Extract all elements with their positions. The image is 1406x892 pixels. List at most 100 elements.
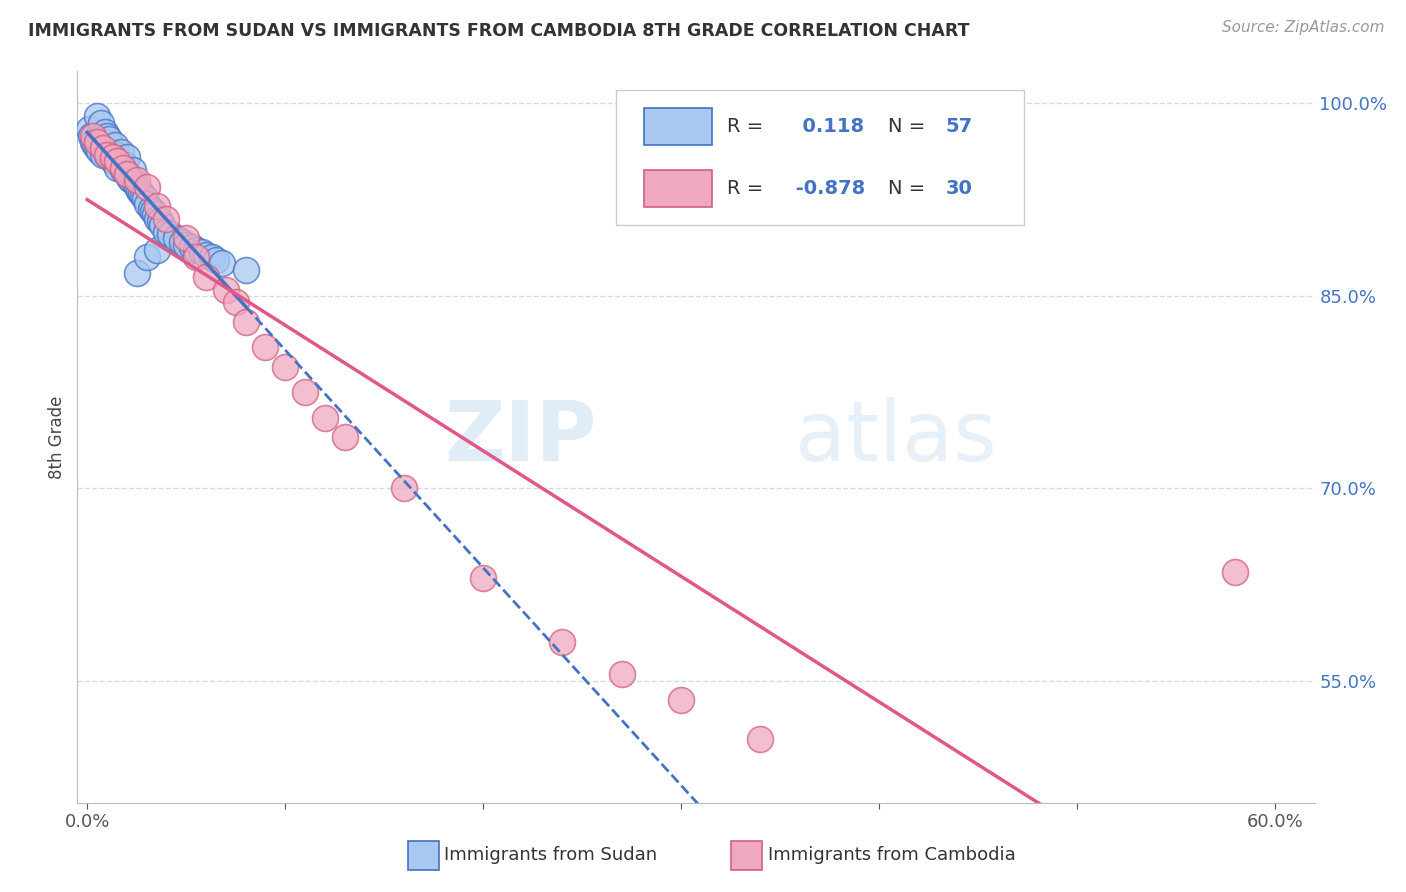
Point xyxy=(96,148,118,162)
Point xyxy=(191,245,214,260)
Point xyxy=(82,128,104,143)
Point xyxy=(90,116,112,130)
Point xyxy=(165,231,187,245)
Point xyxy=(1225,565,1247,579)
Point xyxy=(135,251,157,265)
Point xyxy=(294,385,316,400)
Point xyxy=(314,410,336,425)
Point xyxy=(98,132,121,146)
Point xyxy=(134,191,156,205)
Point xyxy=(115,150,138,164)
Point xyxy=(118,170,141,185)
Point xyxy=(86,135,108,149)
Point xyxy=(174,237,197,252)
Text: R =: R = xyxy=(727,117,763,136)
Point xyxy=(105,161,128,175)
Point xyxy=(195,248,218,262)
Text: 57: 57 xyxy=(946,117,973,136)
Point xyxy=(125,173,148,187)
Point xyxy=(131,189,153,203)
Point xyxy=(121,163,143,178)
Point xyxy=(669,693,692,707)
Point xyxy=(108,154,131,169)
Point xyxy=(94,125,117,139)
Point xyxy=(149,214,172,228)
Point xyxy=(110,145,132,160)
Text: 30: 30 xyxy=(946,179,973,198)
Y-axis label: 8th Grade: 8th Grade xyxy=(48,395,66,479)
Point xyxy=(235,263,257,277)
Point xyxy=(91,141,114,155)
Text: Immigrants from Cambodia: Immigrants from Cambodia xyxy=(768,847,1015,864)
Point xyxy=(115,167,138,181)
Point xyxy=(104,137,127,152)
Point xyxy=(96,128,118,143)
Point xyxy=(392,482,415,496)
Point xyxy=(174,231,197,245)
Point xyxy=(84,137,107,152)
Point xyxy=(86,109,108,123)
Text: R =: R = xyxy=(727,179,763,198)
Text: 0.118: 0.118 xyxy=(789,117,863,136)
Point xyxy=(125,266,148,280)
Text: Source: ZipAtlas.com: Source: ZipAtlas.com xyxy=(1222,20,1385,35)
Point xyxy=(139,202,162,216)
Point xyxy=(274,359,297,374)
Point xyxy=(125,179,148,194)
Point xyxy=(105,148,128,162)
Point xyxy=(143,207,166,221)
Text: N =: N = xyxy=(887,179,925,198)
Point xyxy=(749,731,772,746)
Point xyxy=(211,255,233,269)
Point xyxy=(551,635,574,649)
Point xyxy=(145,243,167,257)
Point xyxy=(91,135,114,149)
Point xyxy=(96,148,118,162)
Text: atlas: atlas xyxy=(794,397,997,477)
Point xyxy=(333,430,356,444)
Point xyxy=(80,128,103,143)
Point xyxy=(87,144,110,158)
Point xyxy=(100,150,122,164)
Point xyxy=(77,122,100,136)
Point xyxy=(124,176,146,190)
Point xyxy=(101,154,124,169)
Point xyxy=(254,340,277,354)
Text: IMMIGRANTS FROM SUDAN VS IMMIGRANTS FROM CAMBODIA 8TH GRADE CORRELATION CHART: IMMIGRANTS FROM SUDAN VS IMMIGRANTS FROM… xyxy=(28,22,970,40)
Point xyxy=(101,150,124,164)
Point xyxy=(159,227,181,242)
Text: N =: N = xyxy=(887,117,925,136)
Point xyxy=(91,148,114,162)
Bar xyxy=(644,108,711,145)
Point xyxy=(145,211,167,226)
Point xyxy=(172,235,194,249)
FancyBboxPatch shape xyxy=(616,90,1024,225)
Point xyxy=(205,252,228,267)
Point xyxy=(86,141,108,155)
Point xyxy=(472,571,495,585)
Text: Immigrants from Sudan: Immigrants from Sudan xyxy=(444,847,658,864)
Point xyxy=(235,315,257,329)
Point xyxy=(155,211,177,226)
Point xyxy=(145,199,167,213)
Point xyxy=(82,135,104,149)
Point xyxy=(195,269,218,284)
Point xyxy=(135,196,157,211)
Bar xyxy=(644,170,711,207)
Text: -0.878: -0.878 xyxy=(789,179,865,198)
Point xyxy=(105,154,128,169)
Text: ZIP: ZIP xyxy=(444,397,598,477)
Point xyxy=(129,186,152,201)
Point xyxy=(215,283,238,297)
Point xyxy=(120,173,142,187)
Point xyxy=(181,240,204,254)
Point xyxy=(115,167,138,181)
Point xyxy=(128,184,150,198)
Point xyxy=(184,243,207,257)
Point xyxy=(610,667,633,681)
Point xyxy=(114,158,136,172)
Point xyxy=(225,295,247,310)
Point xyxy=(111,163,134,178)
Point xyxy=(142,204,165,219)
Point xyxy=(155,225,177,239)
